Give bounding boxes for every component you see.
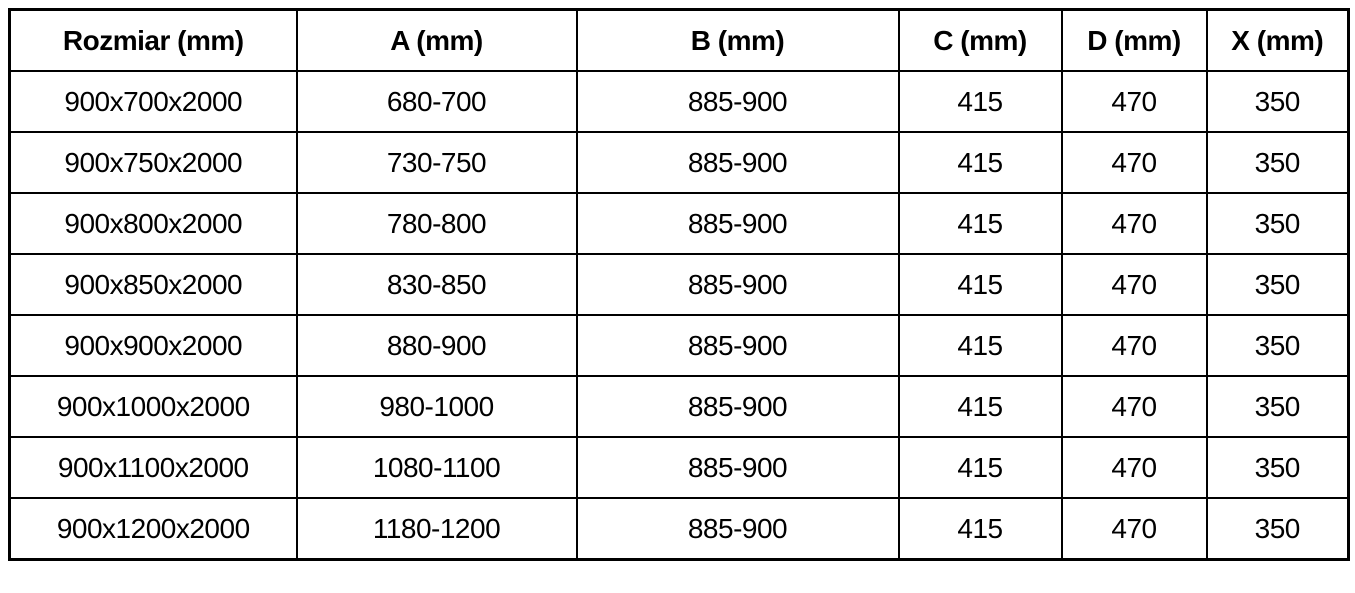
table-cell: 830-850 (295, 253, 578, 316)
table-cell: 780-800 (295, 192, 578, 255)
table-cell: 1080-1100 (295, 436, 578, 499)
table-cell: 415 (897, 131, 1063, 194)
table-cell: 350 (1205, 497, 1350, 561)
column-header: D (mm) (1060, 8, 1208, 72)
table-cell: 350 (1205, 375, 1350, 438)
size-specification-table: Rozmiar (mm) A (mm) B (mm) C (mm) D (mm) X (m… (8, 8, 1350, 561)
table-cell: 885-900 (575, 131, 900, 194)
table-row: 900x700x2000 680-700 885-900 415 470 350 (8, 70, 1350, 133)
table-cell: 1180-1200 (295, 497, 578, 561)
column-header: C (mm) (897, 8, 1063, 72)
table-cell: 885-900 (575, 436, 900, 499)
table-cell: 350 (1205, 131, 1350, 194)
table-cell: 885-900 (575, 375, 900, 438)
table-cell: 680-700 (295, 70, 578, 133)
table-cell: 880-900 (295, 314, 578, 377)
table-row: 900x1200x2000 1180-1200 885-900 415 470 350 (8, 497, 1350, 561)
table-cell: 470 (1060, 436, 1208, 499)
table-cell: 470 (1060, 375, 1208, 438)
table-cell: 350 (1205, 436, 1350, 499)
table-cell: 350 (1205, 314, 1350, 377)
table-cell: 885-900 (575, 497, 900, 561)
table-cell: 470 (1060, 314, 1208, 377)
table-row: 900x850x2000 830-850 885-900 415 470 350 (8, 253, 1350, 316)
table-row: 900x800x2000 780-800 885-900 415 470 350 (8, 192, 1350, 255)
table-cell: 900x800x2000 (8, 192, 298, 255)
table-row: 900x1100x2000 1080-1100 885-900 415 470 350 (8, 436, 1350, 499)
column-header: B (mm) (575, 8, 900, 72)
table-cell: 730-750 (295, 131, 578, 194)
table-row: 900x750x2000 730-750 885-900 415 470 350 (8, 131, 1350, 194)
table-cell: 350 (1205, 253, 1350, 316)
table-cell: 415 (897, 192, 1063, 255)
table-cell: 350 (1205, 192, 1350, 255)
table-cell: 415 (897, 375, 1063, 438)
table-row: 900x900x2000 880-900 885-900 415 470 350 (8, 314, 1350, 377)
table-cell: 980-1000 (295, 375, 578, 438)
table-cell: 900x900x2000 (8, 314, 298, 377)
table-cell: 900x1200x2000 (8, 497, 298, 561)
table-header-row: Rozmiar (mm) A (mm) B (mm) C (mm) D (mm) X (m… (8, 8, 1350, 72)
table-cell: 350 (1205, 70, 1350, 133)
column-header: A (mm) (295, 8, 578, 72)
table-cell: 415 (897, 314, 1063, 377)
table-body: 900x700x2000 680-700 885-900 415 470 350 900x7… (8, 70, 1350, 561)
column-header: X (mm) (1205, 8, 1350, 72)
table-cell: 900x1100x2000 (8, 436, 298, 499)
table-cell: 885-900 (575, 253, 900, 316)
table-cell: 470 (1060, 192, 1208, 255)
table-row: 900x1000x2000 980-1000 885-900 415 470 350 (8, 375, 1350, 438)
table-cell: 415 (897, 253, 1063, 316)
table-cell: 470 (1060, 497, 1208, 561)
table-cell: 470 (1060, 70, 1208, 133)
table-cell: 885-900 (575, 70, 900, 133)
table-cell: 415 (897, 70, 1063, 133)
table-cell: 900x700x2000 (8, 70, 298, 133)
table-cell: 900x850x2000 (8, 253, 298, 316)
table-cell: 885-900 (575, 314, 900, 377)
table-cell: 415 (897, 497, 1063, 561)
table-cell: 470 (1060, 131, 1208, 194)
table-cell: 415 (897, 436, 1063, 499)
table-cell: 885-900 (575, 192, 900, 255)
table-cell: 900x750x2000 (8, 131, 298, 194)
table-cell: 900x1000x2000 (8, 375, 298, 438)
table-cell: 470 (1060, 253, 1208, 316)
column-header: Rozmiar (mm) (8, 8, 298, 72)
